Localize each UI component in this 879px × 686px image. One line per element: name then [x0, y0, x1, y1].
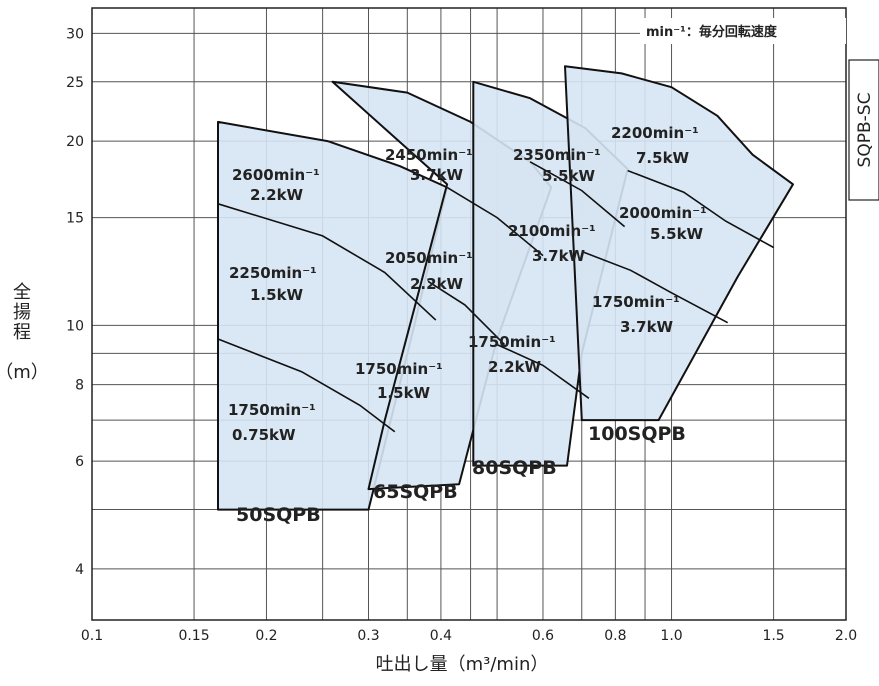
speed-label-80SQPB-1-kw: 3.7kW	[532, 247, 586, 265]
y-axis-label-part: （m）	[0, 362, 49, 383]
y-axis-label-part: 全	[13, 282, 31, 303]
side-tag-box	[848, 59, 879, 201]
y-tick-label: 15	[66, 211, 84, 227]
axis-ticks: 0.1 0.15 0.2 0.3 0.4 0.6 0.8 1.0 1.5 2.0 4 6 8 10 15 20…	[66, 26, 857, 644]
y-axis-label: 全揚程 （m）	[0, 282, 49, 383]
speed-label-50SQPB-0-kw: 2.2kW	[250, 186, 304, 204]
model-label-50SQPB: 50SQPB	[236, 504, 321, 526]
model-label-65SQPB: 65SQPB	[373, 481, 458, 503]
speed-label-100SQPB-1-rpm: 2000min⁻¹	[619, 204, 707, 222]
y-tick-label: 30	[66, 26, 84, 42]
y-tick-label: 10	[66, 318, 84, 334]
speed-curve-50SQPB-1	[217, 338, 396, 433]
speed-label-65SQPB-2-kw: 1.5kW	[377, 384, 431, 402]
x-tick-label: 0.15	[178, 628, 209, 644]
model-label-80SQPB: 80SQPB	[472, 457, 557, 479]
y-tick-label: 20	[66, 134, 84, 150]
speed-curve-100SQPB-0	[627, 169, 774, 249]
unit-note: min⁻¹：毎分回転速度	[646, 24, 778, 40]
speed-label-100SQPB-1-kw: 5.5kW	[650, 225, 704, 243]
speed-label-50SQPB-1-rpm: 2250min⁻¹	[229, 264, 317, 282]
speed-label-80SQPB-2-rpm: 1750min⁻¹	[468, 333, 556, 351]
x-tick-label: 0.2	[255, 628, 277, 644]
plot-border	[91, 7, 847, 621]
x-tick-label: 0.6	[532, 628, 554, 644]
speed-label-100SQPB-2-rpm: 1750min⁻¹	[592, 293, 680, 311]
speed-label-65SQPB-0-rpm: 2450min⁻¹	[385, 146, 473, 164]
speed-label-50SQPB-2-rpm: 1750min⁻¹	[228, 401, 316, 419]
side-tag: SQPB-SC	[848, 59, 879, 201]
speed-label-80SQPB-2-kw: 2.2kW	[488, 358, 542, 376]
plot-frame	[91, 7, 847, 621]
speed-label-65SQPB-2-rpm: 1750min⁻¹	[355, 360, 443, 378]
y-tick-label: 6	[75, 454, 84, 470]
x-tick-label: 0.4	[430, 628, 452, 644]
x-tick-label: 0.3	[357, 628, 379, 644]
speed-label-65SQPB-0-kw: 3.7kW	[410, 166, 464, 184]
pump-regions	[217, 65, 794, 511]
y-axis-label-part: 揚	[13, 302, 31, 323]
speed-label-50SQPB-1-kw: 1.5kW	[250, 286, 304, 304]
region-100SQPB	[564, 65, 794, 422]
speed-label-50SQPB-2-kw: 0.75kW	[232, 426, 296, 444]
speed-curves	[217, 161, 774, 433]
speed-label-80SQPB-0-kw: 5.5kW	[542, 167, 596, 185]
speed-label-80SQPB-1-rpm: 2100min⁻¹	[508, 222, 596, 240]
x-tick-label: 0.8	[604, 628, 626, 644]
y-axis-label-part: 程	[13, 322, 31, 343]
x-tick-label: 1.0	[660, 628, 682, 644]
x-axis-label: 吐出し量（m³/min）	[376, 654, 549, 675]
speed-label-100SQPB-0-kw: 7.5kW	[636, 149, 690, 167]
y-tick-label: 25	[66, 75, 84, 91]
y-tick-label: 4	[75, 562, 84, 578]
speed-curve-65SQPB-1	[427, 280, 506, 346]
speed-label-65SQPB-1-kw: 2.2kW	[410, 275, 464, 293]
speed-curve-50SQPB-0	[217, 203, 437, 321]
x-tick-label: 2.0	[835, 628, 857, 644]
speed-curve-80SQPB-0	[529, 161, 626, 228]
x-tick-label: 1.5	[762, 628, 784, 644]
speed-curve-80SQPB-1	[496, 343, 590, 399]
point-labels: 2600min⁻¹ 2.2kW 2250min⁻¹ 1.5kW 1750min⁻¹ 0.7…	[228, 18, 846, 526]
speed-label-50SQPB-0-rpm: 2600min⁻¹	[232, 166, 320, 184]
speed-curve-65SQPB-0	[446, 186, 544, 257]
speed-curve-100SQPB-1	[581, 250, 729, 324]
speed-label-80SQPB-0-rpm: 2350min⁻¹	[513, 146, 601, 164]
unit-note-box	[640, 18, 846, 44]
speed-label-100SQPB-0-rpm: 2200min⁻¹	[611, 124, 699, 142]
y-tick-label: 8	[75, 378, 84, 394]
x-tick-label: 0.1	[81, 628, 103, 644]
speed-label-65SQPB-1-rpm: 2050min⁻¹	[385, 249, 473, 267]
speed-label-100SQPB-2-kw: 3.7kW	[620, 318, 674, 336]
model-label-100SQPB: 100SQPB	[588, 423, 686, 445]
side-tag-text: SQPB-SC	[855, 93, 875, 168]
